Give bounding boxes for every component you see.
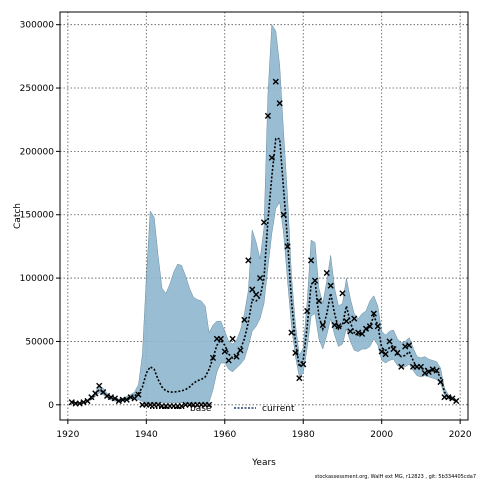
y-tick-label: 50000 [25,337,54,347]
y-tick-label: 100000 [20,274,55,284]
legend: base current [150,404,295,414]
x-tick-label: 1920 [56,430,79,440]
footnote: stockassessment.org, WalH ext MG, r12823… [315,474,476,480]
y-axis-label: Catch [13,203,23,229]
legend-base-label: base [190,404,212,414]
x-tick-label: 2020 [449,430,472,440]
x-tick-label: 1940 [135,430,158,440]
y-tick-label: 150000 [20,211,55,221]
y-tick-label: 200000 [20,147,55,157]
x-tick-label: 1960 [213,430,236,440]
base-band [72,25,456,404]
legend-current-label: current [262,404,295,414]
x-tick-label: 1980 [292,430,315,440]
base-band-layer [72,25,456,404]
y-tick-label: 250000 [20,84,55,94]
y-tick-label: 0 [48,401,54,411]
x-axis-ticks: 1920 1940 1960 1980 2000 2020 [56,420,471,440]
x-axis-label: Years [251,458,276,468]
x-tick-label: 2000 [370,430,393,440]
y-tick-label: 300000 [20,21,55,31]
y-axis-ticks: 0 50000 100000 150000 200000 250000 300000 [20,21,60,411]
observed-point [230,336,235,341]
